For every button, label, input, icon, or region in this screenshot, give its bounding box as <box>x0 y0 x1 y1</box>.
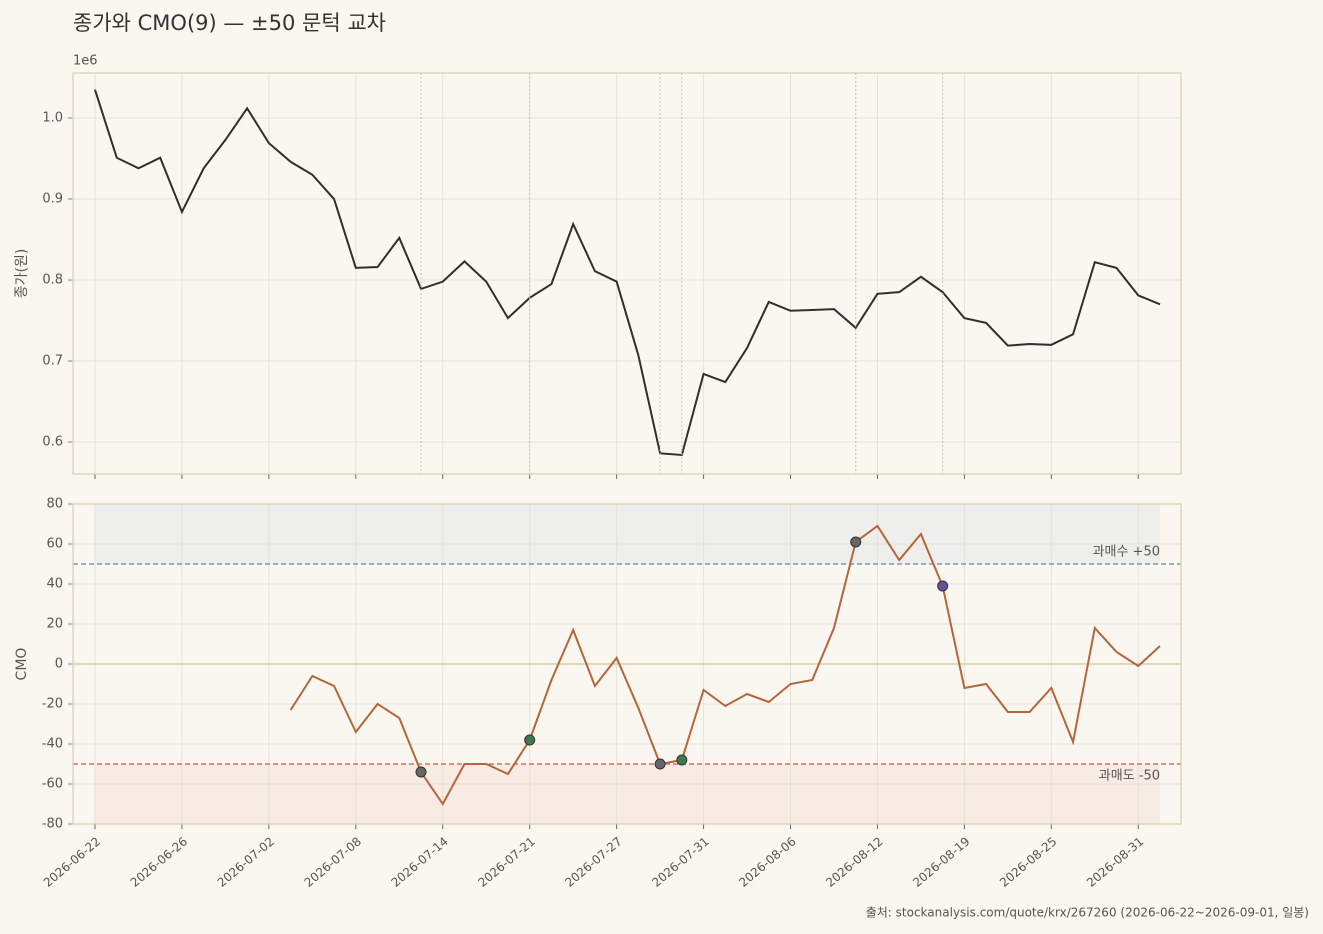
x-tick-label: 2026-08-19 <box>910 834 972 890</box>
x-tick-label: 2026-07-27 <box>562 834 624 890</box>
x-tick-label: 2026-06-26 <box>128 834 190 890</box>
x-tick-label: 2026-07-14 <box>389 834 451 890</box>
x-tick-label: 2026-08-12 <box>823 834 885 890</box>
x-tick-label: 2026-07-08 <box>302 834 364 890</box>
signal-marker <box>850 536 862 548</box>
y-tick-label: -20 <box>42 697 63 712</box>
x-tick-label: 2026-08-25 <box>997 834 1059 890</box>
y-axis-label: CMO <box>14 648 30 681</box>
y-tick-label: 0.6 <box>42 435 63 450</box>
y-tick-label: 40 <box>46 577 63 592</box>
x-tick-label: 2026-08-31 <box>1084 834 1146 890</box>
plot-frame <box>72 503 1182 825</box>
y-tick-label: 0.7 <box>42 354 63 369</box>
x-tick-label: 2026-07-31 <box>649 834 711 890</box>
zone-shade <box>95 764 1160 824</box>
x-tick-label: 2026-06-22 <box>41 834 103 890</box>
y-tick-label: 1.0 <box>42 111 63 126</box>
source: 출처: stockanalysis.com/quote/krx/267260 (… <box>866 906 1309 920</box>
threshold-label: 과매도 -50 <box>1099 769 1160 784</box>
signal-marker <box>654 758 666 770</box>
signal-marker <box>415 766 427 778</box>
y-tick-label: 80 <box>46 497 63 512</box>
y-axis-label: 종가(원) <box>14 249 30 299</box>
data-line <box>289 524 1161 806</box>
offset-label: 1e6 <box>73 54 98 69</box>
data-line <box>94 89 1161 457</box>
zone-shade <box>95 504 1160 564</box>
y-tick-label: 0.8 <box>42 273 63 288</box>
signal-marker <box>937 580 949 592</box>
y-tick-label: 0 <box>55 657 63 672</box>
signal-marker <box>524 734 536 746</box>
y-tick-label: -40 <box>42 737 63 752</box>
threshold-label: 과매수 +50 <box>1093 545 1160 560</box>
y-tick-label: -60 <box>42 777 63 792</box>
signal-marker <box>676 754 688 766</box>
x-tick-label: 2026-08-06 <box>736 834 798 890</box>
y-tick-label: 0.9 <box>42 192 63 207</box>
y-tick-label: 60 <box>46 537 63 552</box>
x-tick-label: 2026-07-02 <box>215 834 277 890</box>
y-tick-label: -80 <box>42 817 63 832</box>
y-tick-label: 20 <box>46 617 63 632</box>
plot-frame <box>72 72 1182 475</box>
chart-title: 종가와 CMO(9) — ±50 문턱 교차 <box>73 11 386 35</box>
x-tick-label: 2026-07-21 <box>475 834 537 890</box>
